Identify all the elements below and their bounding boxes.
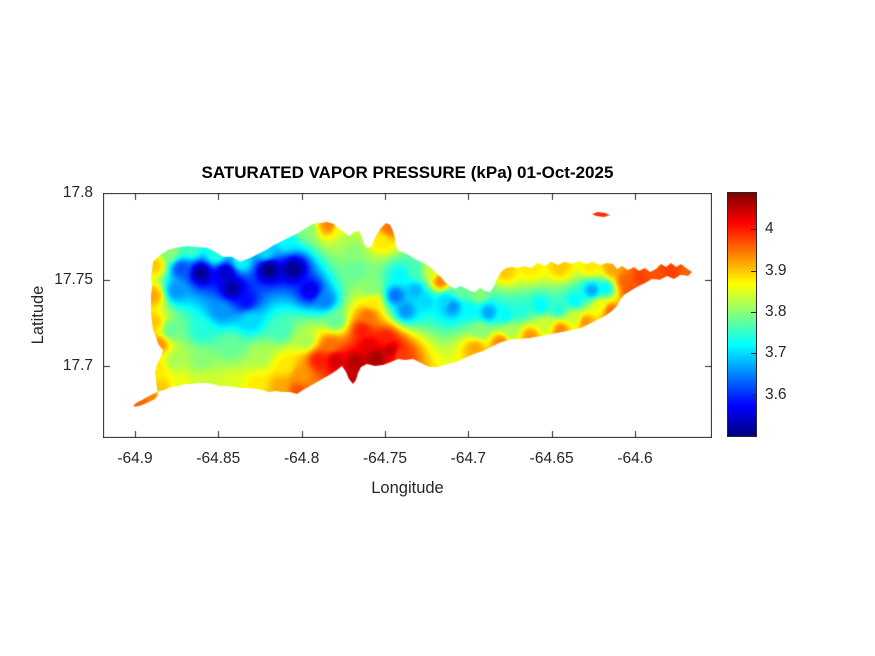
x-tick-label: -64.65 — [529, 450, 574, 467]
plot-area — [103, 193, 712, 438]
x-tick-label: -64.6 — [617, 450, 653, 467]
x-axis-label: Longitude — [371, 479, 444, 497]
chart-title: SATURATED VAPOR PRESSURE (kPa) 01-Oct-20… — [201, 163, 614, 182]
x-tick-label: -64.9 — [117, 450, 153, 467]
colorbar-tick — [751, 311, 756, 313]
y-axis-label: Latitude — [29, 285, 47, 345]
y-tick-label: 17.75 — [54, 270, 93, 288]
colorbar — [727, 192, 757, 437]
x-tick-label: -64.75 — [363, 450, 407, 467]
colorbar-tick — [751, 353, 756, 355]
colorbar-tick — [751, 394, 756, 396]
colorbar-tick — [751, 270, 756, 272]
colorbar-tick-label: 4 — [765, 220, 774, 238]
y-tick-label: 17.8 — [62, 184, 93, 201]
y-tick-label: 17.7 — [62, 357, 93, 375]
x-tick-label: -64.7 — [450, 450, 486, 467]
colorbar-tick — [751, 229, 756, 231]
colorbar-tick-label: 3.6 — [765, 385, 787, 403]
contour-map-canvas — [103, 193, 712, 438]
x-tick-label: -64.8 — [283, 450, 320, 467]
colorbar-tick-label: 3.9 — [765, 261, 787, 279]
colorbar-tick-label: 3.7 — [765, 344, 787, 362]
x-tick-label: -64.85 — [196, 450, 241, 467]
colorbar-tick-label: 3.8 — [765, 302, 787, 320]
